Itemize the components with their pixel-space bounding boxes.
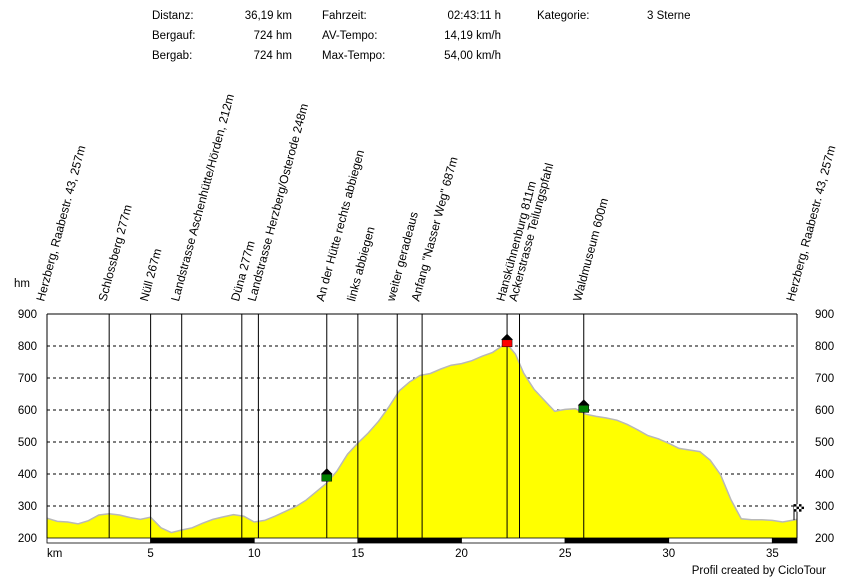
ascent-value: 724 hm	[253, 30, 292, 42]
avg-speed-label: AV-Tempo:	[322, 30, 378, 42]
distance-label: Distanz:	[152, 10, 194, 22]
y-axis-label: hm	[14, 278, 30, 290]
x-tick-5: 5	[147, 548, 153, 560]
distance-value: 36,19 km	[244, 10, 292, 22]
max-speed-value: 54,00 km/h	[444, 50, 501, 62]
x-tick-10: 10	[248, 548, 261, 560]
y-tick-left-700: 700	[18, 373, 37, 385]
footer-credit: Profil created by CicloTour	[691, 565, 826, 577]
y-tick-right-800: 800	[815, 341, 834, 353]
x-tick-35: 35	[766, 548, 779, 560]
finish-flag-cell	[799, 509, 802, 512]
y-tick-left-400: 400	[18, 469, 37, 481]
scale-segment-10	[253, 537, 359, 544]
x-axis-label: km	[47, 548, 62, 560]
waypoint-label-12: Waldmuseum 600m	[570, 197, 611, 303]
waypoint-label-0: Herzberg, Raabestr. 43, 257m	[33, 144, 88, 303]
waypoint-label-7: links abbiegen	[344, 225, 377, 303]
finish-flag-cell	[801, 506, 804, 510]
time-value: 02:43:11 h	[447, 10, 501, 22]
finish-flag-cell	[801, 509, 804, 512]
y-tick-right-600: 600	[815, 405, 834, 417]
max-speed-label: Max-Tempo:	[322, 50, 386, 62]
x-tick-15: 15	[351, 548, 364, 560]
x-tick-25: 25	[559, 548, 572, 560]
y-tick-left-200: 200	[18, 533, 37, 545]
axes: 200 200 300 300 400 400 500 500 600 600 700 700 800 8…	[14, 278, 834, 560]
y-tick-left-600: 600	[18, 405, 37, 417]
waypoint-label-5: Landstrasse Herzberg/Osterode 248m	[245, 102, 311, 303]
y-tick-left-500: 500	[18, 437, 37, 449]
y-tick-right-400: 400	[815, 469, 834, 481]
y-tick-right-900: 900	[815, 309, 834, 321]
category-label: Kategorie:	[537, 10, 590, 22]
ascent-label: Bergauf:	[152, 30, 196, 42]
elevation-outline	[46, 343, 798, 534]
waypoint-label-3: Landstrasse Aschenhütte/Hörden, 212m	[168, 92, 237, 302]
finish-flag-cell	[799, 506, 802, 510]
waypoint-label-13: Herzberg, Raabestr. 43, 257m	[783, 144, 838, 303]
finish-flag-cell	[794, 509, 797, 512]
waypoint-labels: Herzberg, Raabestr. 43, 257m Schlossberg …	[33, 92, 838, 303]
finish-flag-cell	[796, 504, 799, 507]
y-tick-left-800: 800	[18, 341, 37, 353]
hut-body-0	[321, 473, 333, 482]
hut-roof-0	[320, 468, 333, 475]
hut-roof-1	[501, 333, 514, 340]
markers	[320, 333, 804, 521]
y-tick-right-700: 700	[815, 373, 834, 385]
scale-segment-25	[564, 537, 670, 544]
finish-flag-cell	[796, 509, 799, 512]
waypoint-lines	[108, 314, 585, 538]
y-tick-right-300: 300	[815, 501, 834, 513]
scale-segment-20	[461, 537, 566, 544]
finish-flag-cell	[801, 504, 804, 507]
finish-flag-icon	[793, 504, 804, 521]
avg-speed-value: 14,19 km/h	[444, 30, 501, 42]
descent-label: Bergab:	[152, 50, 193, 62]
scale-segment-30	[668, 537, 773, 544]
scale-segment-35	[771, 537, 798, 544]
x-tick-20: 20	[455, 548, 468, 560]
finish-flag-cell	[794, 506, 797, 510]
hut-body-1	[501, 339, 513, 348]
scale-segment-15	[357, 537, 462, 544]
x-tick-30: 30	[662, 548, 675, 560]
finish-flag-cell	[799, 504, 802, 507]
category-value: 3 Sterne	[647, 10, 691, 22]
y-tick-left-900: 900	[18, 309, 37, 321]
time-label: Fahrzeit:	[322, 10, 367, 22]
finish-flag-cell	[794, 504, 797, 507]
hut-roof-2	[577, 399, 590, 406]
scale-segment-0	[46, 537, 152, 544]
waypoint-label-2: Nüll 267m	[137, 247, 165, 303]
finish-flag-cell	[796, 506, 799, 510]
waypoint-label-1: Schlossberg 277m	[96, 203, 135, 303]
scale-segment-5	[150, 537, 255, 544]
y-tick-right-500: 500	[815, 437, 834, 449]
hut-body-2	[578, 405, 590, 413]
y-tick-left-300: 300	[18, 501, 37, 513]
descent-value: 724 hm	[253, 50, 292, 62]
y-tick-right-200: 200	[815, 533, 834, 545]
